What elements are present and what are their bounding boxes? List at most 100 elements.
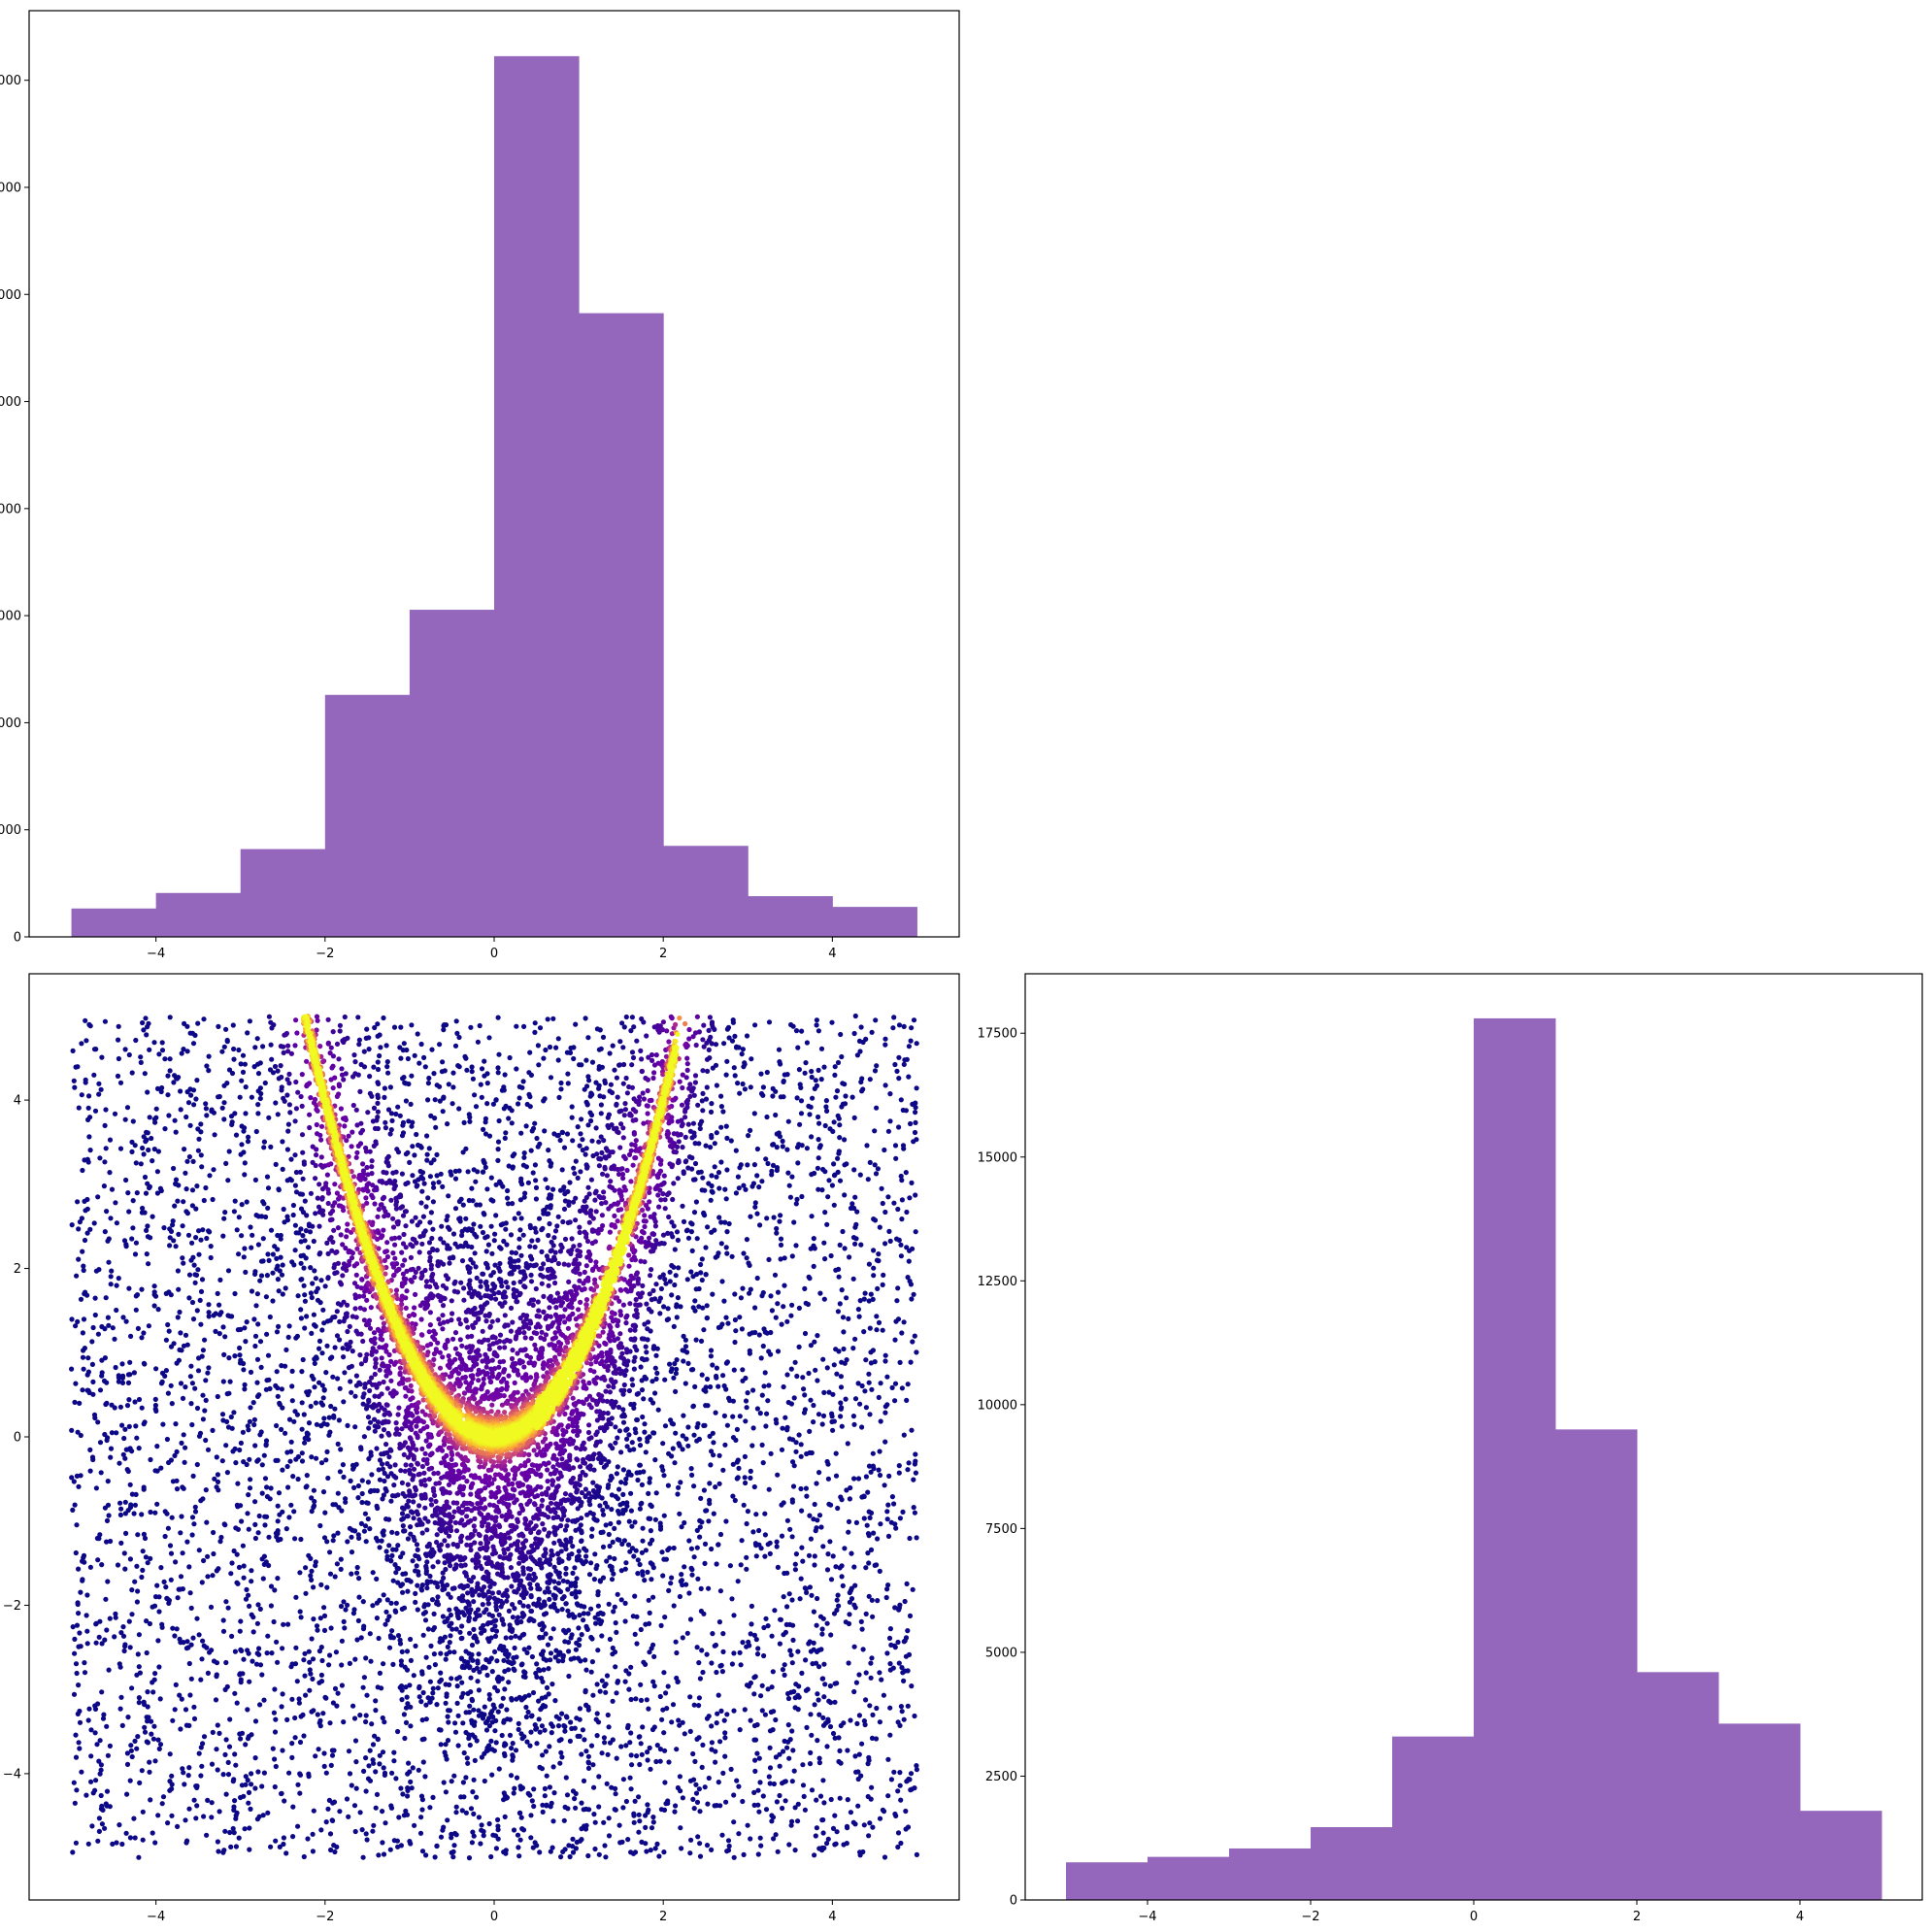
- bottom-left-point: [93, 1047, 99, 1052]
- bottom-left-point: [827, 1539, 833, 1545]
- bottom-left-point: [701, 1487, 708, 1493]
- bottom-left-point: [242, 1325, 248, 1331]
- bottom-left-point: [232, 1690, 238, 1696]
- bottom-left-point: [480, 1169, 485, 1175]
- bottom-left-point: [632, 1519, 638, 1525]
- bottom-left-point: [131, 1511, 137, 1516]
- bottom-left-point: [552, 1585, 558, 1591]
- bottom-left-point: [636, 1734, 642, 1740]
- bottom-left-point: [255, 1457, 261, 1463]
- bottom-left-point: [247, 1418, 252, 1424]
- bottom-left-point: [749, 1056, 754, 1062]
- bottom-left-point: [450, 1849, 456, 1854]
- bottom-left-point: [224, 1037, 230, 1044]
- bottom-left-point: [514, 1023, 519, 1029]
- bottom-left-point: [141, 1531, 147, 1537]
- top-left-bar: [748, 896, 833, 937]
- bottom-left-point: [803, 1300, 809, 1306]
- bottom-left-point: [421, 1181, 427, 1186]
- bottom-left-point: [703, 1403, 709, 1409]
- bottom-left-point: [418, 1815, 424, 1820]
- bottom-left-point: [400, 1589, 406, 1595]
- bottom-left-point: [296, 1696, 302, 1702]
- bottom-left-point: [493, 1740, 499, 1746]
- bottom-left-point: [431, 1624, 438, 1631]
- bottom-left-point: [840, 1081, 846, 1086]
- bottom-left-point: [338, 1566, 344, 1572]
- bottom-left-point: [736, 1783, 742, 1789]
- bottom-left-point: [815, 1738, 820, 1744]
- bottom-left-point: [566, 1673, 572, 1680]
- bottom-left-point: [824, 1365, 830, 1371]
- bottom-left-point: [673, 1388, 679, 1394]
- bottom-left-point: [881, 1692, 887, 1698]
- bottom-left-point: [393, 1600, 399, 1606]
- bottom-left-point: [221, 1351, 227, 1357]
- bottom-left-point: [151, 1677, 157, 1682]
- bottom-left-point: [264, 1174, 271, 1180]
- bottom-left-point: [750, 1529, 756, 1535]
- bottom-left-point: [244, 1199, 250, 1205]
- bottom-left-point: [126, 1397, 132, 1403]
- bottom-left-point: [709, 1740, 716, 1746]
- bottom-left-point: [808, 1749, 814, 1755]
- bottom-left-point: [532, 1840, 538, 1846]
- bottom-left-point: [674, 1229, 681, 1235]
- bottom-left-point: [375, 1487, 381, 1494]
- bottom-left-point: [636, 1829, 642, 1835]
- bottom-left-point: [483, 1249, 489, 1254]
- bottom-left-point: [813, 1528, 818, 1534]
- bottom-left-point: [406, 1760, 412, 1766]
- bottom-left-point: [259, 1672, 265, 1678]
- bottom-left-point: [650, 1430, 656, 1436]
- bottom-left-point: [904, 1245, 910, 1250]
- bottom-left-point: [875, 1536, 881, 1542]
- bottom-left-point: [795, 1160, 801, 1166]
- bottom-left-point: [92, 1730, 98, 1736]
- bottom-left-point: [407, 1682, 413, 1688]
- bottom-left-point: [819, 1421, 825, 1427]
- bottom-left-point: [424, 1157, 430, 1163]
- top-left-ytick-label: 0: [14, 931, 21, 946]
- bottom-left-point: [275, 1112, 281, 1117]
- bottom-left-point: [548, 1635, 553, 1641]
- bottom-left-point: [321, 1613, 328, 1618]
- bottom-left-point: [606, 1531, 612, 1538]
- bottom-left-point: [502, 1072, 508, 1078]
- bottom-left-point: [242, 1160, 248, 1166]
- bottom-left-point: [265, 1185, 272, 1191]
- bottom-left-point: [139, 1574, 145, 1581]
- bottom-left-point: [206, 1068, 212, 1074]
- bottom-left-point: [449, 1172, 454, 1178]
- bottom-left-point: [582, 1546, 587, 1551]
- bottom-left-point: [254, 1380, 260, 1385]
- bottom-left-point: [300, 1712, 306, 1717]
- bottom-left-point: [274, 1369, 280, 1375]
- bottom-left-point: [460, 1149, 466, 1155]
- bottom-left-point: [320, 1307, 326, 1313]
- bottom-left-point: [594, 1563, 600, 1569]
- bottom-left-point: [913, 1110, 918, 1116]
- bottom-left-point: [891, 1015, 897, 1020]
- bottom-left-point: [729, 1253, 735, 1259]
- bottom-left-point: [145, 1740, 150, 1746]
- bottom-left-point: [511, 1790, 516, 1796]
- bottom-left-point: [469, 1651, 475, 1657]
- bottom-left-point: [321, 1416, 327, 1421]
- bottom-left-point: [882, 1083, 888, 1088]
- bottom-left-point: [812, 1702, 817, 1708]
- bottom-left-point: [749, 1621, 754, 1627]
- bottom-left-point: [662, 1615, 668, 1620]
- bottom-left-point: [729, 1596, 735, 1602]
- bottom-left-point: [832, 1842, 838, 1848]
- bottom-left-point: [165, 1092, 171, 1098]
- bottom-left-point: [280, 1467, 285, 1473]
- bottom-left-point: [440, 1059, 446, 1065]
- bottom-left-point: [264, 1273, 270, 1279]
- bottom-left-point: [457, 1218, 463, 1224]
- bottom-left-point: [205, 1447, 212, 1452]
- top-left-xtick-label: 0: [490, 947, 498, 961]
- bottom-left-point: [669, 1575, 675, 1581]
- bottom-left-point: [237, 1352, 243, 1358]
- bottom-left-point: [470, 1829, 476, 1835]
